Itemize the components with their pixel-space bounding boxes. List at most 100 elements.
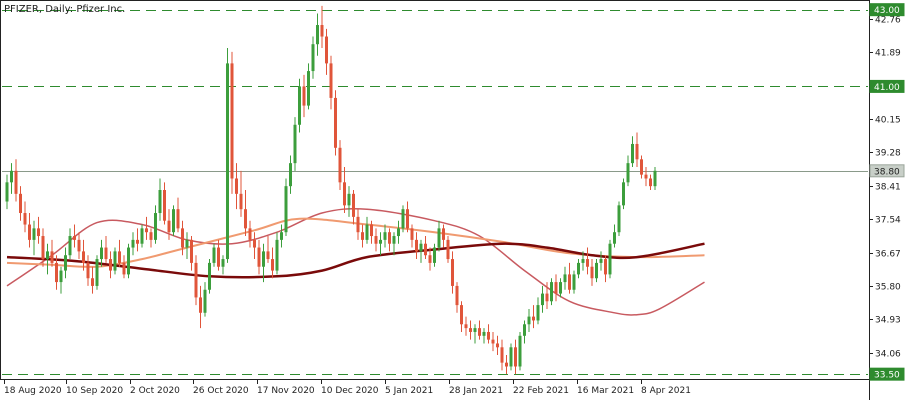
candle-body [230, 63, 234, 179]
candle [46, 243, 49, 275]
level-badge-bg [869, 367, 905, 381]
candle [635, 132, 639, 167]
candle [419, 239, 423, 263]
y-tick-label: 34.06 [875, 350, 901, 360]
candle [199, 285, 202, 329]
candle [163, 182, 166, 225]
candle-body [140, 228, 144, 244]
candle [608, 239, 612, 279]
candle-body [302, 86, 306, 106]
candle [559, 278, 562, 298]
candle [239, 170, 243, 217]
candle [5, 174, 9, 210]
candle [136, 228, 139, 252]
candle-body [397, 228, 400, 237]
candle-body [289, 163, 292, 187]
x-tick-label: 5 Jan 2021 [385, 386, 433, 396]
candle-body [343, 182, 346, 206]
candle-body [649, 178, 652, 187]
candle [23, 201, 27, 233]
candle [140, 224, 144, 248]
candle [491, 331, 495, 352]
candle [541, 285, 544, 313]
candle [401, 205, 405, 233]
candle-body [487, 331, 490, 340]
candle-body [392, 236, 396, 244]
candle [271, 247, 274, 279]
candle [149, 228, 153, 248]
candle-body [455, 285, 459, 306]
y-tick-label: 40.15 [875, 116, 901, 126]
candle-body [361, 232, 364, 240]
candle-body [235, 178, 238, 194]
candle [41, 228, 45, 267]
candle [104, 236, 108, 263]
candle-body [194, 262, 198, 298]
candle [19, 186, 22, 221]
candle [649, 174, 652, 190]
candle-body [406, 209, 409, 229]
candle [563, 266, 567, 290]
candle [464, 316, 468, 336]
candle [145, 216, 148, 240]
candle-body [23, 213, 27, 225]
candle [631, 136, 634, 167]
candle [320, 5, 324, 49]
level-badge-label: 33.50 [874, 371, 900, 381]
candle [518, 331, 522, 371]
candle [100, 239, 103, 267]
candle [32, 220, 36, 256]
candle [536, 297, 540, 325]
candle [487, 324, 490, 344]
candle-body [469, 328, 472, 332]
candle [307, 63, 310, 110]
candle-body [460, 305, 463, 325]
candle-body [491, 339, 495, 344]
candle-body [32, 228, 36, 240]
candle [653, 166, 657, 190]
x-tick-label: 16 Mar 2021 [577, 386, 634, 396]
candle-body [59, 270, 63, 283]
candle [604, 255, 607, 283]
candle [113, 247, 117, 275]
candle-body [473, 328, 477, 332]
candle-body [572, 274, 576, 290]
candle [190, 236, 193, 271]
candle-body [100, 247, 103, 260]
candle [626, 155, 630, 187]
candle-body [217, 247, 220, 267]
candle-body [163, 190, 166, 221]
candle [203, 282, 207, 317]
y-tick-label: 35.80 [875, 283, 901, 293]
candle-body [77, 239, 81, 252]
candle [374, 228, 378, 252]
candle-body [527, 316, 531, 325]
candle [379, 232, 382, 256]
candle-body [599, 259, 603, 263]
candle-body [221, 259, 225, 267]
candle [370, 220, 373, 244]
candle [275, 232, 279, 275]
candle-body [401, 209, 405, 229]
candle [82, 239, 85, 271]
candle-body [37, 228, 40, 237]
candle-body [388, 232, 391, 244]
candle [325, 28, 328, 75]
price-axis-ticks: 34.06 34.93 35.80 36.67 37.54 38.41 39.28 40.15… [869, 16, 901, 360]
candle [28, 213, 31, 248]
x-tick-label: 26 Oct 2020 [193, 386, 249, 396]
candle-body [271, 259, 274, 271]
candle [212, 243, 216, 267]
candle-body [626, 163, 630, 183]
candle [127, 243, 130, 279]
candle [343, 166, 346, 214]
candle-body [622, 182, 625, 206]
candle-body [122, 262, 126, 275]
candle [221, 255, 225, 275]
candle [469, 320, 472, 340]
candle-body [320, 25, 324, 37]
ma-short-line [6, 207, 705, 316]
candle [37, 216, 40, 244]
level-lines [2, 10, 868, 375]
